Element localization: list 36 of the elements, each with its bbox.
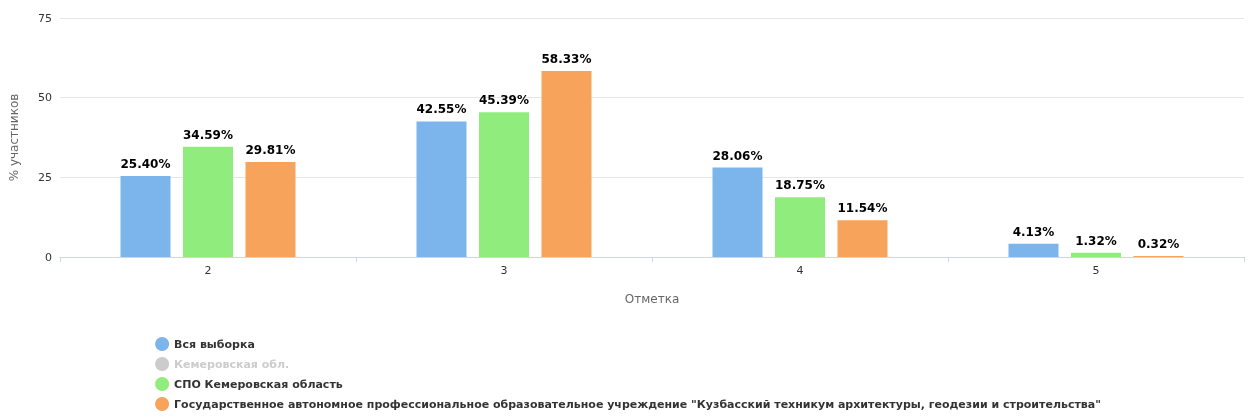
data-label: 25.40% [120, 157, 171, 172]
bar [1008, 243, 1059, 257]
x-tick-label: 4 [796, 264, 804, 277]
x-tick-label: 5 [1092, 264, 1100, 277]
y-tick-label: 50 [38, 91, 52, 105]
data-label: 11.54% [837, 201, 888, 216]
data-label: 29.81% [245, 143, 296, 158]
x-tick-label: 3 [500, 264, 508, 277]
bar [120, 176, 171, 257]
data-label: 58.33% [541, 52, 592, 67]
bar [479, 112, 529, 257]
y-axis-title: % участников [7, 93, 21, 182]
x-axis-title: Отметка [624, 292, 680, 306]
bar [712, 167, 763, 257]
data-label: 45.39% [479, 93, 529, 108]
legend-label: Вся выборка [174, 337, 255, 351]
data-label: 28.06% [712, 148, 763, 163]
bar [775, 197, 825, 257]
bar [541, 71, 592, 257]
data-label: 1.32% [1075, 233, 1117, 248]
bar [416, 121, 467, 257]
legend-label: СПО Кемеровская область [174, 377, 343, 391]
bar [837, 220, 888, 257]
data-label: 4.13% [1012, 224, 1055, 239]
bar [245, 162, 296, 257]
y-tick-label: 25 [38, 170, 52, 184]
data-label: 0.32% [1137, 236, 1180, 251]
bar [1071, 252, 1121, 257]
x-tick-label: 2 [204, 264, 212, 277]
data-label: 34.59% [183, 127, 233, 142]
data-label: 42.55% [416, 102, 467, 117]
legend-label: Государственное автономное профессиональное образовательное учреждение "Кузбасский техникум архитектуры, геодезии и строительства" [174, 397, 1101, 411]
y-tick-label: 0 [45, 250, 52, 264]
y-tick-label: 75 [38, 11, 52, 25]
data-label: 18.75% [775, 178, 825, 193]
bar [183, 146, 233, 257]
